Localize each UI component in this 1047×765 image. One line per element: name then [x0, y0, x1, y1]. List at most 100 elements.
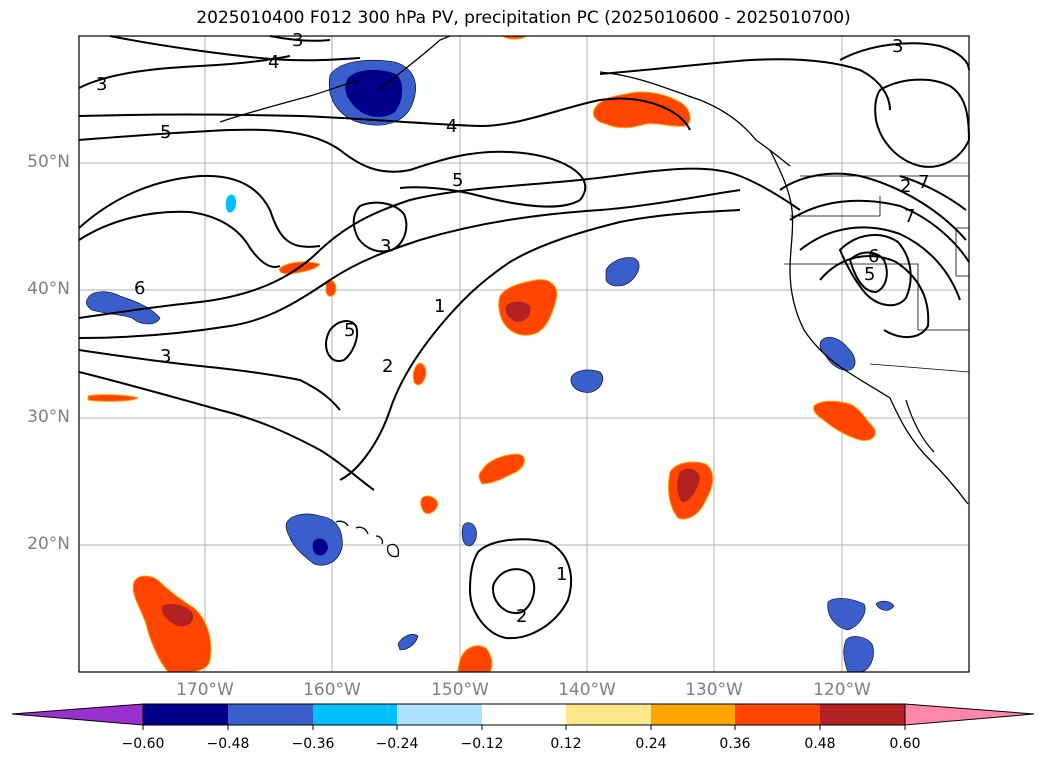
precip-blob-120w-30n: [813, 400, 876, 441]
coastlines: [219, 35, 969, 558]
lat-label-50n: 50°N: [27, 152, 70, 172]
precip-negative-anomalies: [86, 59, 895, 673]
colorbar-ticks: [142, 725, 906, 730]
contour-2-main: [78, 189, 741, 339]
precip-blob-baja-south-1: [827, 598, 866, 631]
precip-blob-small-23n: [420, 495, 439, 515]
lon-label-170w: 170°W: [176, 680, 234, 700]
contour-3-main: [78, 349, 341, 411]
precip-blob-136w-55n: [593, 91, 691, 129]
colorbar-tick-label: 0.36: [719, 736, 751, 752]
contour-east-loop-top: [874, 78, 971, 168]
lon-label-160w: 160°W: [303, 680, 361, 700]
contour-label: 5: [344, 320, 355, 341]
colorbar-swatch: [735, 704, 820, 725]
contour-label: 5: [864, 264, 875, 285]
colorbar-swatch: [651, 704, 735, 725]
colorbar-tick-label: −0.24: [375, 736, 419, 752]
contour-east-4-top: [599, 58, 891, 111]
contour-label: 2: [516, 606, 527, 627]
pv-contours: [78, 35, 971, 640]
precip-blob-small-31n-173w: [87, 394, 140, 402]
contour-east-1: [779, 172, 967, 241]
precip-blob-hawaii-east: [461, 522, 477, 547]
contour-1-loop: [339, 209, 741, 481]
colorbar-tick-label: −0.48: [206, 736, 250, 752]
contour-2-inner: [491, 568, 536, 614]
contour-east-3: [799, 226, 961, 301]
colorbar-swatch: [143, 704, 228, 725]
precip-blob-170w-15n: [132, 575, 212, 673]
precip-blob-small-16n: [397, 634, 419, 651]
contour-label: 3: [380, 236, 391, 257]
colorbar-tick-label: 0.48: [804, 736, 836, 752]
contour-label: 5: [160, 122, 171, 143]
colorbar-outline: [142, 703, 906, 726]
precip-blob-131w-25n-core: [677, 468, 700, 502]
contour-east-7-top: [899, 175, 967, 211]
contour-label: 3: [892, 36, 903, 57]
contour-east-3-top: [839, 42, 970, 71]
contour-label: 3: [96, 74, 107, 95]
contour-2-loop-south: [468, 538, 573, 640]
precip-blob-small-51n: [225, 194, 236, 213]
contour-1-main: [78, 167, 801, 319]
precip-blob-baja-south-2: [843, 636, 874, 673]
colorbar-swatch: [228, 704, 313, 725]
contour-label: 6: [868, 246, 879, 267]
map-title: 2025010400 F012 300 hPa PV, precipitatio…: [196, 8, 851, 28]
lat-label-40n: 40°N: [27, 279, 70, 299]
colorbar-tick-label: 0.60: [889, 736, 921, 752]
contour-label: 5: [452, 170, 463, 191]
hawaii-islands: [335, 520, 400, 558]
colorbar-tick-label: −0.36: [291, 736, 335, 752]
precip-blob-142w-42n: [605, 257, 640, 287]
colorbar-tick-label: −0.12: [460, 736, 504, 752]
border-state-3: [869, 363, 970, 373]
colorbar-swatch: [313, 704, 397, 725]
precip-blob-145w-38n-core: [505, 301, 531, 322]
coast-alaska-south: [379, 35, 791, 167]
precip-positive-anomalies: [87, 35, 876, 673]
contour-label: 4: [268, 52, 279, 73]
contour-label: 7: [918, 172, 929, 193]
contour-5-b: [78, 174, 321, 248]
colorbar: [11, 703, 1035, 730]
precip-blob-small-40n-159w: [325, 280, 337, 297]
precip-blob-149w-15n: [457, 645, 493, 673]
coast-bc-washington: [769, 149, 794, 271]
colorbar-tick-label: 0.24: [635, 736, 667, 752]
lon-label-140w: 140°W: [558, 680, 616, 700]
lat-label-20n: 20°N: [27, 534, 70, 554]
contour-4-mid: [78, 97, 691, 131]
contour-label: 4: [446, 116, 457, 137]
map-frame: [78, 35, 970, 673]
colorbar-swatch: [397, 704, 482, 725]
coast-baja-inner: [905, 399, 935, 453]
contour-5-a: [78, 128, 587, 208]
precip-blob-west-40n: [86, 291, 161, 325]
precip-blob-hawaii-west: [285, 513, 343, 566]
contour-label: 3: [292, 30, 303, 51]
contour-4-top: [109, 35, 361, 62]
precip-blob-hawaii-core: [312, 538, 328, 556]
contour-5-top: [269, 35, 331, 42]
contour-label: 1: [434, 296, 445, 317]
precip-blob-141w-32n: [570, 369, 604, 393]
coast-california: [789, 269, 891, 399]
colorbar-extend-max: [904, 703, 1035, 726]
contour-east-5: [838, 234, 912, 307]
colorbar-tick-label: 0.12: [550, 736, 582, 752]
contour-labels: 3 4 3 5 4 5 3 6 5 1 2 3 2 1 5 6 7 2 7 3: [96, 30, 929, 627]
colorbar-swatch: [482, 704, 566, 725]
contour-label: 2: [900, 176, 911, 197]
contour-east-6: [848, 251, 888, 294]
lon-label-130w: 130°W: [685, 680, 743, 700]
contour-label: 7: [904, 206, 915, 227]
contour-label: 6: [134, 278, 145, 299]
lon-label-120w: 120°W: [813, 680, 871, 700]
precip-blob-small-32n: [412, 362, 427, 386]
contour-3-top-left: [78, 55, 291, 89]
contour-label: 1: [556, 564, 567, 585]
contour-3-lower: [78, 371, 375, 491]
